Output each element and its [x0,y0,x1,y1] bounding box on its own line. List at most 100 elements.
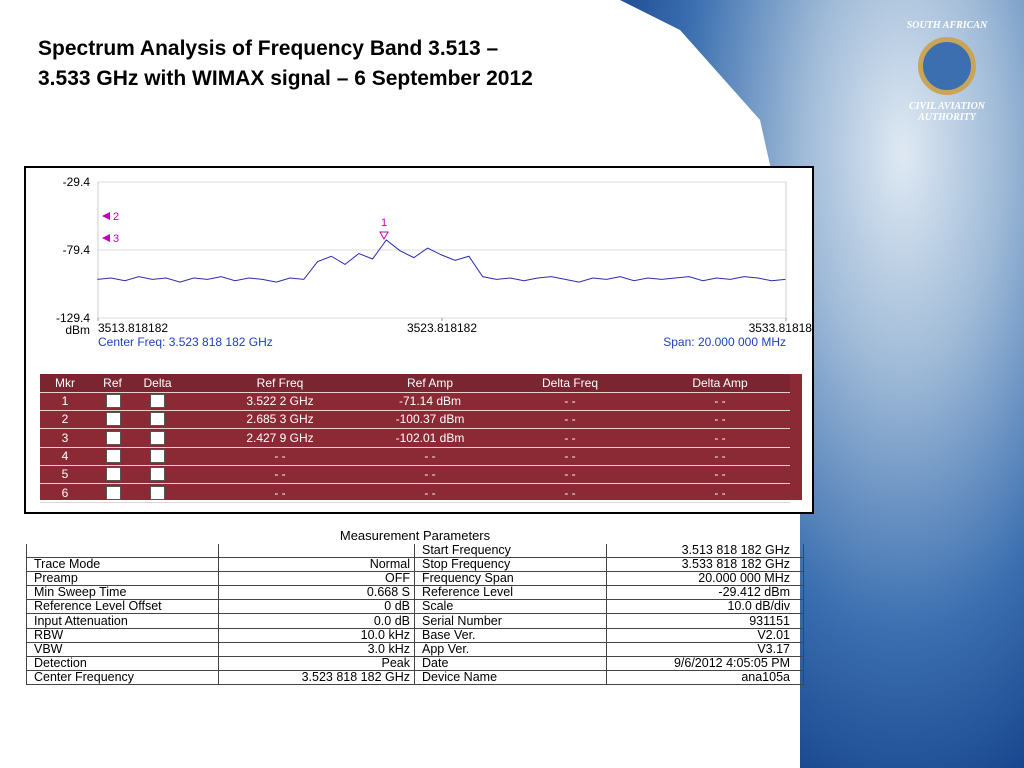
marker-cell: 3.522 2 GHz [246,394,314,408]
marker-row: 4 - - - - - - - - [40,447,790,466]
marker-row: 6 - - - - - - - - [40,484,790,503]
checkbox [150,394,165,408]
marker-cell: - - [714,448,726,463]
param-value: 0.0 dB [373,613,410,628]
logo-text: SOUTH AFRICAN [906,20,988,31]
header-cell: Ref [103,376,122,390]
param-row: Preamp OFF Frequency Span 20.000 000 MHz [26,571,804,587]
checkbox [106,485,121,500]
span: Span: 20.000 000 MHz [663,335,786,349]
param-name: Input Attenuation [34,613,128,628]
param-name: Reference Level Offset [34,599,162,614]
column-line [803,544,804,685]
marker-cell: - - [274,448,286,463]
params-title: Measurement Parameters [339,528,491,543]
marker-cell: - - [564,485,576,500]
param-name: Detection [34,655,87,670]
marker-cell: - - [564,394,576,408]
header-cell: Ref Freq [256,376,304,390]
param-row: Start Frequency 3.513 818 182 GHz [26,543,804,558]
marker-cell: 3 [61,430,69,445]
checkbox [150,485,165,500]
marker-row: 1 3.522 2 GHz -71.14 dBm - - - - [40,392,790,411]
param-value: -29.412 dBm [718,585,790,600]
marker-label: 1 [381,217,387,229]
param-name: Preamp [34,571,78,586]
marker-cell: 4 [61,448,69,463]
marker-cell: - - [714,430,726,445]
param-name: RBW [34,627,64,642]
column-line [26,544,27,685]
logo-text: CIVIL AVIATION [908,101,986,112]
trace [97,239,786,283]
param-name: Reference Level [422,585,514,600]
marker-cell: 1 [61,394,69,408]
marker-row: 5 - - - - - - - - [40,465,790,485]
param-value: 9/6/2012 4:05:05 PM [673,655,790,670]
title-line: Spectrum Analysis of Frequency Band 3.51… [38,37,499,60]
marker-cell: - - [564,430,576,445]
param-value: ana105a [741,669,790,684]
marker-cell: - - [424,485,436,500]
param-row: RBW 10.0 kHz Base Ver. V2.01 [26,628,804,643]
param-name: Serial Number [422,613,502,628]
param-name: Min Sweep Time [34,585,127,600]
param-name: Trace Mode [34,557,101,572]
param-value: 10.0 dB/div [727,599,790,614]
header-cell: Ref Amp [406,376,454,390]
center-freq: Center Freq: 3.523 818 182 GHz [98,335,273,349]
marker-cell: - - [564,412,576,427]
marker-cell: - - [424,448,436,463]
param-name: Date [422,655,449,670]
param-value: V3.17 [757,641,790,656]
param-row: Input Attenuation 0.0 dB Serial Number 9311… [26,614,804,629]
marker-cell: - - [714,394,726,408]
marker-cell: -102.01 dBm [395,430,465,445]
marker-cell: - - [714,412,726,427]
header-cell: Delta [143,376,172,390]
marker-cell: 2 [61,412,69,427]
param-value: 3.513 818 182 GHz [681,543,790,557]
marker-row: 3 2.427 9 GHz -102.01 dBm - - - - [40,429,790,448]
x-tick-label: 3513.818182 [98,321,168,335]
y-unit: dBm [65,323,90,337]
marker-cell: - - [274,485,286,500]
marker-label: 2 [113,211,119,223]
marker-cell: -100.37 dBm [395,412,465,427]
param-name: Device Name [422,669,498,684]
param-row: Reference Level Offset 0 dB Scale 10.0 dB/d… [26,599,804,615]
marker-cell: - - [714,467,726,482]
marker-cell: -71.14 dBm [398,394,462,408]
marker-cell: - - [274,467,286,482]
header-cell: Delta Freq [541,376,599,390]
marker-cell: 5 [61,467,69,482]
marker-label: 3 [113,233,119,245]
param-row: VBW 3.0 kHz App Ver. V3.17 [26,642,804,657]
param-row: Min Sweep Time 0.668 S Reference Level -29.… [26,585,804,601]
param-value: Normal [369,557,410,572]
marker-row: 2 2.685 3 GHz -100.37 dBm - - - - [40,410,790,430]
param-name: Frequency Span [422,571,514,586]
checkbox [106,448,121,463]
param-value: 10.0 kHz [360,627,410,642]
title-line: 3.533 GHz with WIMAX signal – 6 Septembe… [38,67,533,90]
param-row: Trace Mode Normal Stop Frequency 3.533 818 … [26,557,804,573]
marker-cell: - - [714,485,726,500]
checkbox [150,412,165,427]
marker-icon [379,231,389,241]
checkbox [150,467,165,482]
checkbox [150,448,165,463]
header-cell: Delta Amp [692,376,748,390]
checkbox [106,412,121,427]
param-value: 20.000 000 MHz [698,571,790,586]
logo: SOUTH AFRICAN CIVIL AVIATION AUTHORITY [900,20,994,123]
param-row: Detection Peak Date 9/6/2012 4:05:05 PM [26,656,804,671]
marker-icon [102,212,110,220]
logo-emblem [918,37,976,95]
y-tick-label: -129.4 [56,311,90,325]
param-name: Scale [422,599,454,614]
param-value: V2.01 [757,627,790,642]
param-value: 3.0 kHz [367,641,410,656]
marker-cell: - - [564,467,576,482]
